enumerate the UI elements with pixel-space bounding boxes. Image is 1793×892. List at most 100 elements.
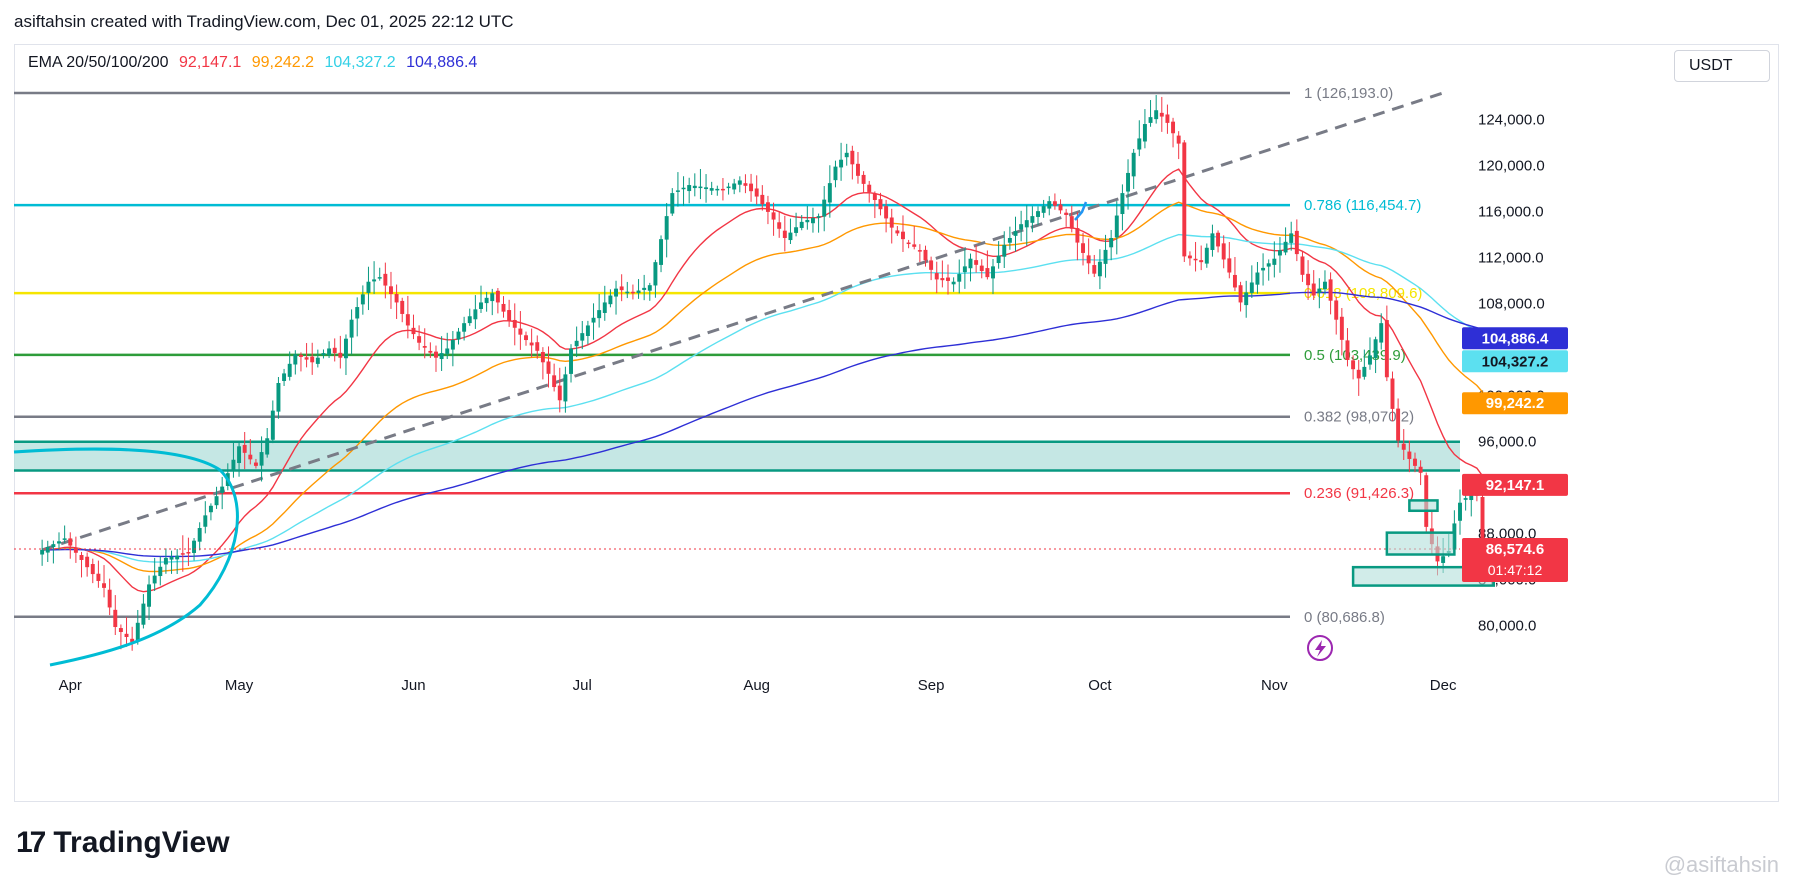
y-tick-2: 116,000.0	[1478, 203, 1544, 220]
candle-body	[1328, 279, 1333, 301]
candle-body	[850, 150, 855, 165]
price-tag-label-2: 99,242.2	[1486, 395, 1544, 412]
candle-body	[1064, 212, 1069, 215]
candle-body	[985, 268, 990, 278]
price-tag-4	[1462, 538, 1568, 583]
candle-body	[1036, 211, 1040, 217]
candle-body	[270, 410, 275, 440]
candle-body	[749, 183, 754, 192]
candle-body	[929, 260, 934, 270]
candle-body	[878, 199, 883, 210]
candle-body	[1283, 241, 1288, 253]
candle-body	[394, 293, 399, 303]
candle-body	[501, 303, 506, 312]
candle-body	[585, 325, 590, 336]
candle-body	[175, 555, 180, 560]
candle-body	[715, 188, 720, 191]
price-tag-label-4: 86,574.6	[1486, 541, 1544, 558]
candle-body	[495, 290, 500, 303]
candle-body	[743, 183, 748, 186]
candle-body	[1086, 255, 1091, 264]
chart-pane[interactable]	[14, 44, 1779, 802]
candle-body	[490, 293, 495, 302]
candle-body	[794, 227, 799, 233]
candle-body	[304, 357, 309, 360]
candle-body	[822, 199, 827, 217]
candle-body	[338, 352, 343, 358]
candle-body	[889, 217, 894, 228]
fib-label-0.618: 0.618 (108,809.6)	[1304, 285, 1422, 302]
candle-body	[1390, 378, 1395, 409]
candle-body	[85, 556, 90, 568]
candle-body	[1154, 110, 1159, 120]
candle-body	[861, 174, 866, 184]
x-tick-oct: Oct	[1088, 677, 1112, 694]
candle-body	[107, 589, 112, 608]
candle-body	[158, 566, 163, 577]
y-tick-1: 120,000.0	[1478, 157, 1545, 174]
candle-body	[664, 216, 669, 240]
tradingview-brand: TradingView	[53, 826, 230, 859]
candle-body	[237, 446, 242, 464]
candle-body	[1007, 237, 1012, 243]
candle-body	[1002, 244, 1007, 257]
candle-body	[608, 295, 613, 305]
currency-selector[interactable]: USDT	[1674, 50, 1770, 82]
candle-body	[1480, 496, 1485, 550]
candle-body	[1463, 498, 1468, 500]
candle-body	[692, 185, 697, 189]
candle-body	[1441, 556, 1446, 563]
countdown-label: 01:47:12	[1488, 562, 1543, 578]
candle-body	[327, 348, 332, 356]
candle-body	[1171, 121, 1176, 134]
candle-body	[40, 549, 45, 555]
candle-body	[1244, 292, 1249, 306]
candle-body	[1255, 272, 1260, 285]
candle-body	[135, 622, 140, 641]
candle-body	[1019, 224, 1024, 230]
candle-body	[1418, 466, 1423, 473]
candle-body	[675, 190, 680, 192]
candle-body	[1114, 215, 1119, 238]
candle-body	[1373, 339, 1378, 358]
y-tick-3: 112,000.0	[1478, 249, 1544, 266]
candle-body	[839, 159, 844, 168]
candle-body	[726, 186, 731, 189]
candle-body	[445, 348, 450, 354]
x-tick-sep: Sep	[918, 677, 945, 694]
candle-body	[1142, 124, 1147, 142]
price-tag-label-0: 104,886.4	[1482, 330, 1549, 347]
candle-body	[912, 244, 917, 247]
fib-label-0.382: 0.382 (98,070.2)	[1304, 409, 1414, 426]
candle-body	[1081, 243, 1085, 253]
candle-body	[704, 187, 709, 190]
candle-body	[1413, 458, 1417, 466]
candle-body	[1120, 193, 1125, 215]
candle-body	[1210, 233, 1215, 250]
candle-body	[968, 258, 973, 269]
ema-legend[interactable]: EMA 20/50/100/200 92,147.1 99,242.2 104,…	[28, 54, 483, 72]
candle-body	[186, 552, 191, 554]
candle-body	[1458, 502, 1462, 521]
candle-body	[203, 515, 208, 527]
candle-body	[152, 575, 157, 584]
candle-body	[687, 185, 692, 192]
candle-body	[1351, 360, 1356, 370]
ema50-value: 99,242.2	[251, 54, 315, 71]
candle-body	[535, 342, 540, 351]
candle-body	[45, 547, 50, 553]
price-tag-1	[1462, 350, 1568, 373]
profile-curve	[13, 447, 239, 667]
candle-body	[1013, 231, 1018, 236]
ema-legend-label: EMA 20/50/100/200	[28, 54, 169, 71]
candle-body	[754, 188, 759, 197]
candle-body	[1317, 288, 1322, 294]
x-tick-nov: Nov	[1261, 677, 1288, 694]
candle-body	[377, 277, 382, 279]
tradingview-logo[interactable]: 17 TradingView	[16, 826, 230, 860]
fib-label-1: 1 (126,193.0)	[1304, 85, 1393, 102]
candle-body	[220, 486, 225, 493]
candle-body	[518, 328, 523, 335]
candle-body	[405, 314, 410, 326]
